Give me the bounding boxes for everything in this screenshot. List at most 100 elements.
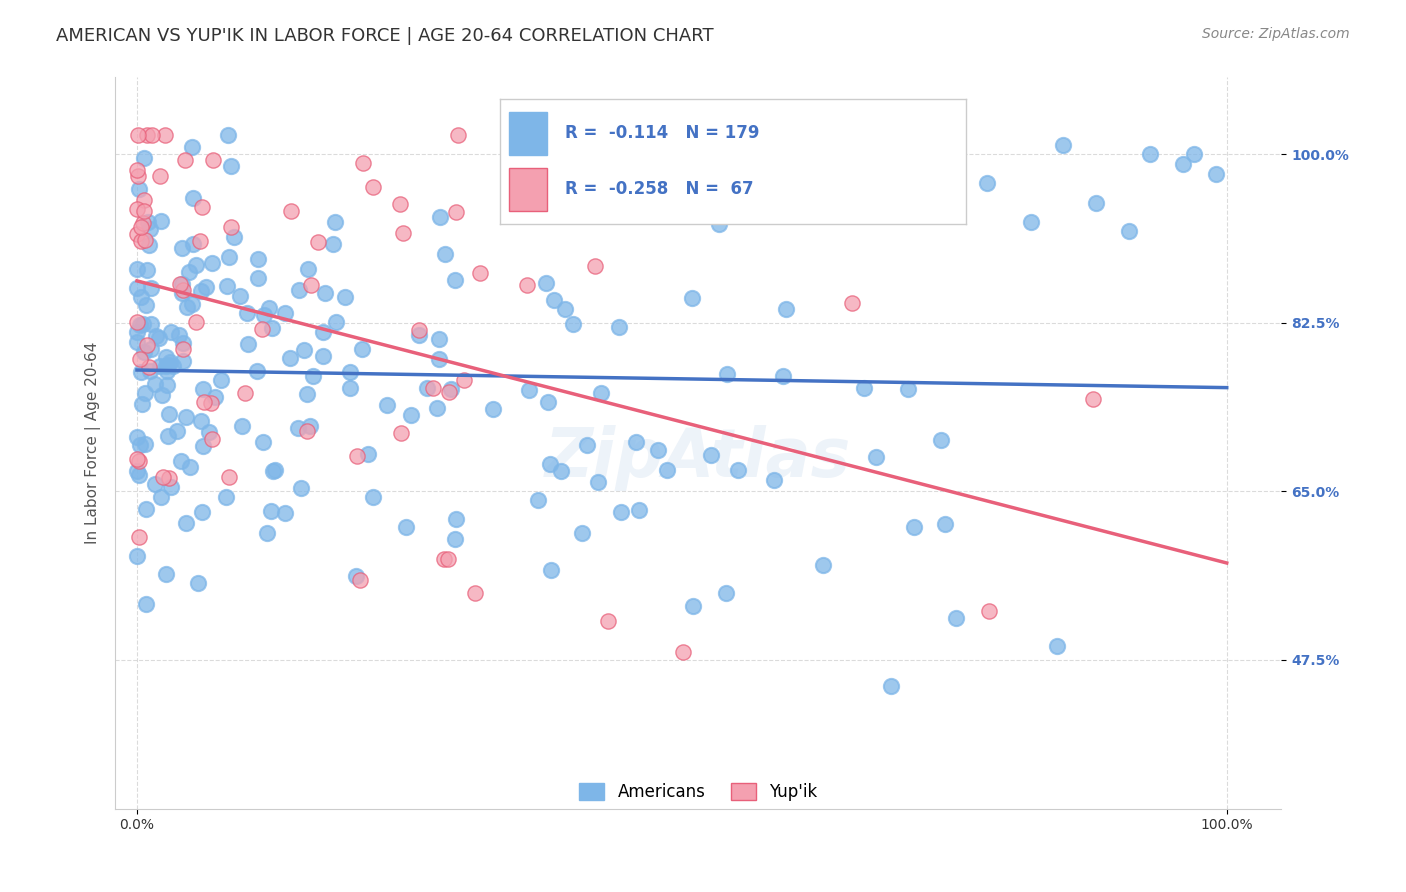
Yup'ik: [516, 278, 538, 293]
Yup'ik: [172, 342, 194, 356]
Americans: [607, 320, 630, 334]
Americans: [427, 332, 450, 346]
Yup'ik: [134, 193, 156, 207]
Americans: [139, 281, 162, 295]
Yup'ik: [152, 469, 174, 483]
Americans: [179, 460, 201, 475]
Yup'ik: [157, 471, 180, 485]
Americans: [190, 414, 212, 428]
Americans: [408, 328, 430, 343]
Americans: [190, 284, 212, 298]
Americans: [172, 336, 194, 351]
Americans: [157, 429, 180, 443]
Americans: [1046, 640, 1069, 654]
Americans: [162, 359, 184, 373]
Americans: [290, 481, 312, 495]
Yup'ik: [201, 432, 224, 446]
Americans: [880, 679, 903, 693]
Americans: [157, 407, 180, 421]
Americans: [575, 438, 598, 452]
Americans: [217, 128, 239, 143]
Americans: [256, 525, 278, 540]
Americans: [160, 480, 183, 494]
Yup'ik: [583, 260, 606, 274]
Americans: [181, 297, 204, 311]
Americans: [1052, 137, 1074, 152]
Americans: [139, 318, 162, 332]
Americans: [538, 457, 561, 471]
Americans: [375, 398, 398, 412]
Americans: [312, 325, 335, 339]
Americans: [426, 401, 449, 416]
Americans: [138, 238, 160, 252]
Yup'ik: [422, 381, 444, 395]
Yup'ik: [389, 425, 412, 440]
Yup'ik: [218, 470, 240, 484]
Americans: [145, 329, 167, 343]
Americans: [260, 504, 283, 518]
Americans: [298, 418, 321, 433]
Americans: [156, 377, 179, 392]
Americans: [150, 388, 173, 402]
Americans: [219, 159, 242, 173]
Americans: [262, 321, 284, 335]
Americans: [262, 464, 284, 478]
Americans: [1118, 224, 1140, 238]
Americans: [325, 315, 347, 329]
Americans: [561, 318, 583, 332]
Americans: [127, 335, 149, 350]
Americans: [253, 309, 276, 323]
Yup'ik: [129, 352, 152, 367]
Americans: [129, 438, 152, 452]
Yup'ik: [307, 235, 329, 250]
Americans: [278, 351, 301, 365]
Americans: [287, 421, 309, 435]
Yup'ik: [193, 395, 215, 409]
Americans: [128, 467, 150, 482]
Americans: [775, 301, 797, 316]
Americans: [184, 258, 207, 272]
Americans: [156, 364, 179, 378]
Americans: [170, 240, 193, 254]
Americans: [274, 506, 297, 520]
Americans: [127, 430, 149, 444]
Y-axis label: In Labor Force | Age 20-64: In Labor Force | Age 20-64: [86, 342, 101, 544]
Americans: [727, 463, 749, 477]
Americans: [231, 418, 253, 433]
Americans: [537, 395, 560, 409]
Americans: [149, 359, 172, 373]
Americans: [626, 435, 648, 450]
Americans: [198, 425, 221, 439]
Americans: [1084, 195, 1107, 210]
Americans: [311, 350, 333, 364]
Yup'ik: [219, 219, 242, 234]
Americans: [125, 326, 148, 340]
Americans: [176, 300, 198, 314]
Americans: [399, 409, 422, 423]
Americans: [586, 475, 609, 490]
Americans: [246, 364, 269, 378]
Americans: [1182, 147, 1205, 161]
Americans: [201, 256, 224, 270]
Americans: [440, 382, 463, 396]
Yup'ik: [453, 373, 475, 387]
Americans: [181, 191, 204, 205]
Americans: [1019, 215, 1042, 229]
Americans: [264, 463, 287, 477]
Yup'ik: [169, 277, 191, 292]
Americans: [929, 434, 952, 448]
Americans: [247, 252, 270, 266]
Americans: [609, 505, 631, 519]
Americans: [167, 328, 190, 343]
Americans: [554, 301, 576, 316]
Yup'ik: [280, 204, 302, 219]
Americans: [215, 490, 238, 504]
Americans: [193, 439, 215, 453]
Americans: [443, 273, 465, 287]
Yup'ik: [1081, 392, 1104, 406]
Yup'ik: [134, 234, 156, 248]
Americans: [135, 597, 157, 611]
Yup'ik: [153, 128, 176, 143]
Americans: [155, 351, 177, 365]
Yup'ik: [188, 234, 211, 248]
